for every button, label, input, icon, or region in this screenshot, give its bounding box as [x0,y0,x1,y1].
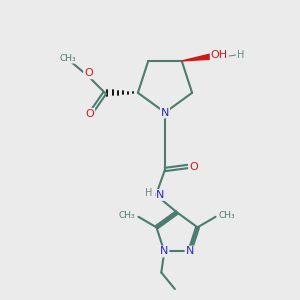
Text: CH₃: CH₃ [218,211,235,220]
Text: H: H [237,50,244,60]
Text: O: O [84,68,93,78]
Text: N: N [156,190,165,200]
Text: N: N [161,107,169,118]
Text: O: O [189,161,198,172]
Text: N: N [185,247,194,256]
Text: CH₃: CH₃ [59,54,76,63]
Text: H: H [145,188,152,199]
Text: O: O [85,109,94,119]
Text: CH₃: CH₃ [119,211,136,220]
Polygon shape [182,54,212,61]
Text: N: N [160,247,169,256]
Text: OH: OH [211,50,228,60]
